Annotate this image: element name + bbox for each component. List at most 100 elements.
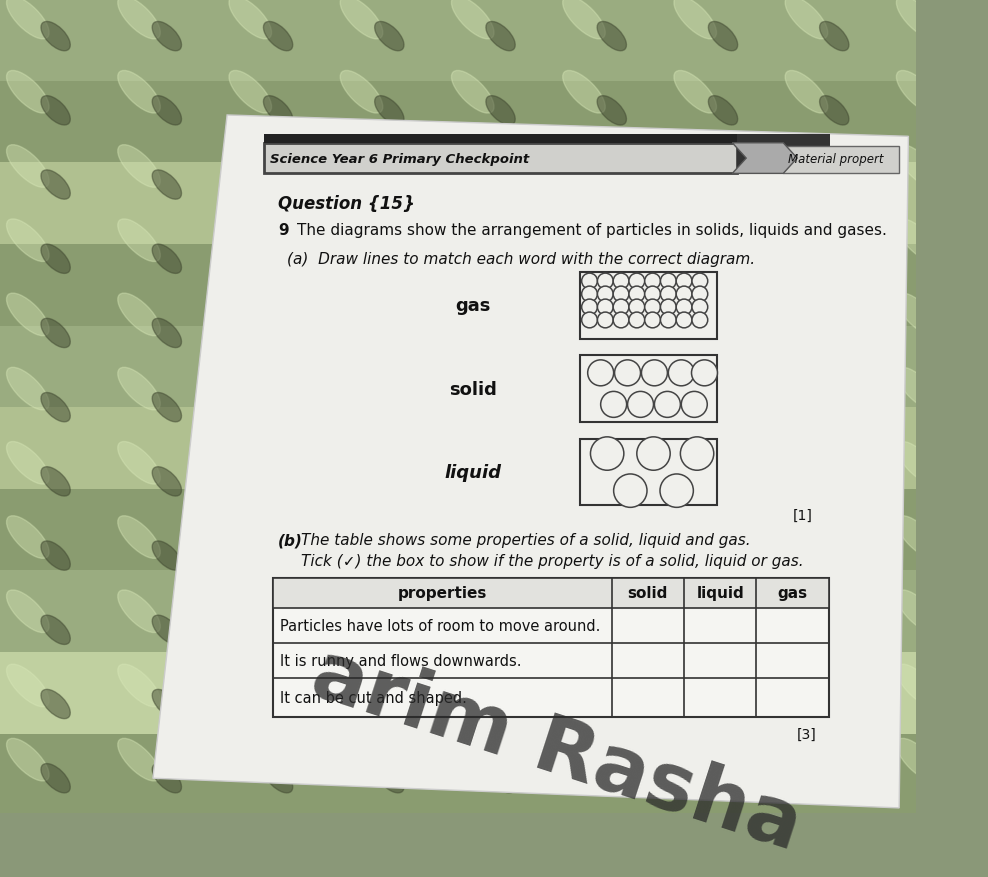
Ellipse shape <box>7 71 49 114</box>
Ellipse shape <box>340 0 382 39</box>
Ellipse shape <box>340 442 382 485</box>
Ellipse shape <box>597 96 626 125</box>
Text: solid: solid <box>449 380 497 398</box>
Bar <box>580 439 717 506</box>
Text: Particles have lots of room to move around.: Particles have lots of room to move arou… <box>280 618 601 633</box>
Ellipse shape <box>264 245 292 275</box>
Ellipse shape <box>7 738 49 781</box>
Text: liquid: liquid <box>697 586 744 601</box>
Ellipse shape <box>708 23 738 52</box>
Ellipse shape <box>152 764 182 793</box>
Circle shape <box>645 313 660 329</box>
Ellipse shape <box>563 294 606 337</box>
Ellipse shape <box>229 738 272 781</box>
Ellipse shape <box>264 467 292 496</box>
Circle shape <box>681 438 713 471</box>
Ellipse shape <box>340 146 382 188</box>
Ellipse shape <box>340 71 382 114</box>
Ellipse shape <box>820 171 849 200</box>
Text: gas: gas <box>778 586 807 601</box>
Bar <box>274 578 829 608</box>
Ellipse shape <box>229 665 272 707</box>
Ellipse shape <box>374 171 404 200</box>
Ellipse shape <box>708 96 738 125</box>
Circle shape <box>627 392 653 417</box>
Ellipse shape <box>118 738 160 781</box>
Ellipse shape <box>452 517 494 559</box>
Ellipse shape <box>563 0 606 39</box>
Ellipse shape <box>152 689 182 719</box>
Ellipse shape <box>7 146 49 188</box>
Ellipse shape <box>708 393 738 423</box>
Ellipse shape <box>820 541 849 571</box>
Ellipse shape <box>229 294 272 337</box>
Bar <box>0 408 916 489</box>
Circle shape <box>660 474 694 508</box>
Circle shape <box>692 287 707 303</box>
Circle shape <box>582 313 598 329</box>
Ellipse shape <box>264 689 292 719</box>
Circle shape <box>601 392 626 417</box>
Bar <box>0 163 916 245</box>
Circle shape <box>582 287 598 303</box>
Ellipse shape <box>597 245 626 275</box>
Ellipse shape <box>674 0 716 39</box>
Ellipse shape <box>118 219 160 262</box>
Ellipse shape <box>597 541 626 571</box>
Text: liquid: liquid <box>445 464 501 481</box>
Ellipse shape <box>674 738 716 781</box>
Circle shape <box>676 300 692 316</box>
Circle shape <box>598 300 614 316</box>
Ellipse shape <box>118 71 160 114</box>
Ellipse shape <box>674 442 716 485</box>
Polygon shape <box>153 116 908 808</box>
Text: gas: gas <box>455 296 490 315</box>
Ellipse shape <box>374 467 404 496</box>
Ellipse shape <box>374 616 404 645</box>
Circle shape <box>614 287 629 303</box>
Ellipse shape <box>785 146 828 188</box>
Ellipse shape <box>41 467 70 496</box>
Ellipse shape <box>7 665 49 707</box>
Ellipse shape <box>229 517 272 559</box>
Ellipse shape <box>563 367 606 410</box>
Ellipse shape <box>486 764 515 793</box>
Text: arim Rasha: arim Rasha <box>301 635 811 866</box>
Ellipse shape <box>374 393 404 423</box>
Ellipse shape <box>785 294 828 337</box>
Circle shape <box>614 313 629 329</box>
Ellipse shape <box>896 0 939 39</box>
Ellipse shape <box>486 96 515 125</box>
Ellipse shape <box>708 467 738 496</box>
Text: It is runny and flows downwards.: It is runny and flows downwards. <box>280 653 522 668</box>
Text: (b): (b) <box>278 533 303 548</box>
Circle shape <box>682 392 707 417</box>
Ellipse shape <box>118 517 160 559</box>
Ellipse shape <box>41 319 70 348</box>
Ellipse shape <box>7 367 49 410</box>
Text: 9: 9 <box>278 223 288 238</box>
Ellipse shape <box>152 319 182 348</box>
Ellipse shape <box>708 319 738 348</box>
Circle shape <box>668 360 695 387</box>
Ellipse shape <box>896 294 939 337</box>
Ellipse shape <box>452 590 494 633</box>
Ellipse shape <box>708 689 738 719</box>
Ellipse shape <box>674 219 716 262</box>
Ellipse shape <box>486 393 515 423</box>
Ellipse shape <box>340 367 382 410</box>
Ellipse shape <box>674 665 716 707</box>
Circle shape <box>598 274 614 289</box>
Ellipse shape <box>597 171 626 200</box>
Ellipse shape <box>896 219 939 262</box>
Ellipse shape <box>229 0 272 39</box>
Ellipse shape <box>264 393 292 423</box>
Ellipse shape <box>708 245 738 275</box>
Ellipse shape <box>563 71 606 114</box>
Ellipse shape <box>340 738 382 781</box>
Ellipse shape <box>820 319 849 348</box>
Ellipse shape <box>785 219 828 262</box>
Text: It can be cut and shaped.: It can be cut and shaped. <box>280 690 466 705</box>
Ellipse shape <box>229 146 272 188</box>
Ellipse shape <box>896 146 939 188</box>
